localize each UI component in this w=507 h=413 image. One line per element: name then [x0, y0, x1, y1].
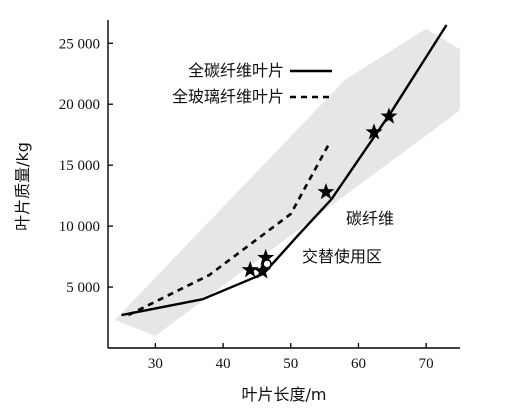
legend: 全碳纤维叶片 全玻璃纤维叶片: [172, 61, 332, 106]
y-tick-label-15000: 15 000: [59, 158, 100, 174]
star-marker-1: [253, 262, 271, 279]
region-label-alternating-use: 交替使用区: [302, 247, 382, 266]
x-tick-label-70: 70: [419, 356, 434, 372]
y-tick-label-25000: 25 000: [59, 36, 100, 52]
star-marker-5: [380, 107, 398, 124]
legend-label-carbon: 全碳纤维叶片: [188, 61, 284, 80]
x-tick-label-60: 60: [351, 356, 366, 372]
y-tick-label-10000: 10 000: [59, 219, 100, 235]
series-line-glass: [127, 145, 330, 317]
region-label-carbon-fiber: 碳纤维: [346, 209, 394, 228]
circle-marker-0: [262, 259, 272, 269]
star-marker-4: [365, 123, 383, 140]
x-axis-title: 叶片长度/m: [242, 385, 327, 404]
x-tick-label-30: 30: [148, 356, 163, 372]
y-axis-title: 叶片质量/kg: [13, 142, 32, 231]
x-tick-label-40: 40: [216, 356, 231, 372]
star-marker-0: [241, 261, 259, 278]
star-marker-2: [257, 248, 275, 266]
legend-label-glass: 全玻璃纤维叶片: [172, 87, 284, 106]
star-marker-3: [317, 183, 335, 200]
y-tick-label-20000: 20 000: [59, 97, 100, 113]
x-tick-label-50: 50: [283, 356, 298, 372]
series-line-carbon: [121, 24, 448, 317]
y-tick-label-5000: 5 000: [66, 280, 100, 296]
alternating-use-region: [114, 28, 461, 336]
